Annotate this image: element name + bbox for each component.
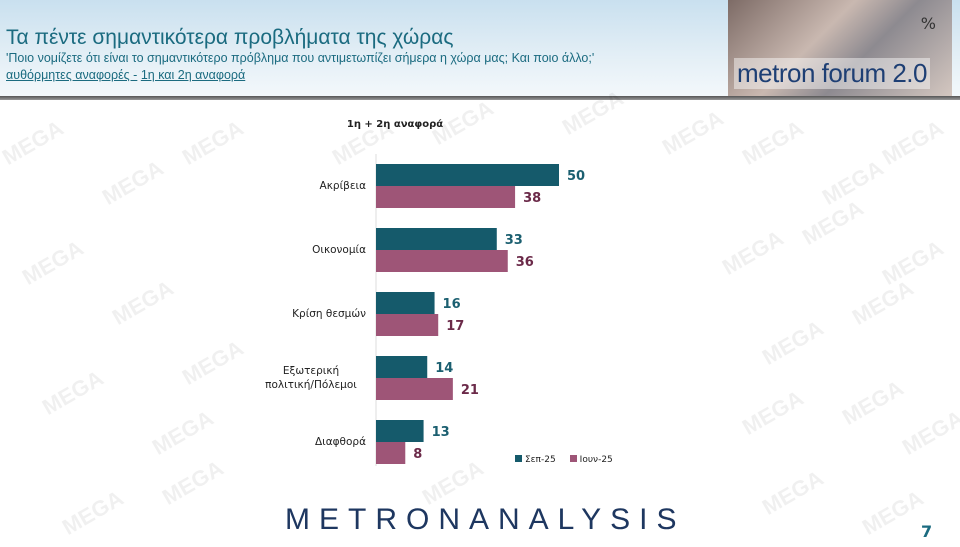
legend-label: Ιουν-25 xyxy=(579,455,613,465)
metron-forum-logo: % metron forum 2.0 xyxy=(728,0,952,96)
data-label: 21 xyxy=(461,383,479,398)
legend-item-sep25: Σεπ-25 xyxy=(515,455,556,465)
legend-swatch xyxy=(515,455,522,462)
question-text: 'Ποιο νομίζετε ότι είναι το σημαντικότερ… xyxy=(6,51,595,65)
logo-text: metron forum 2.0 xyxy=(734,58,930,89)
data-label: 50 xyxy=(567,169,585,184)
legend-item-jun25: Ιουν-25 xyxy=(569,455,613,465)
bar xyxy=(376,250,508,272)
data-label: 8 xyxy=(413,447,422,462)
bar xyxy=(376,292,435,314)
note-mentions: 1η και 2η αναφορά xyxy=(140,68,246,82)
category-label: Διαφθορά xyxy=(314,436,366,448)
chart-legend: Σεπ-25 Ιουν-25 xyxy=(515,455,613,465)
data-label: 16 xyxy=(443,297,461,312)
bar xyxy=(376,314,439,336)
note-spontaneous: αυθόρμητες αναφορές - xyxy=(6,68,138,82)
category-label: Κρίση θεσμών xyxy=(292,308,366,320)
bar xyxy=(376,164,559,186)
page-number: 7 xyxy=(921,522,933,541)
bar xyxy=(376,228,497,250)
question-note: αυθόρμητες αναφορές - 1η και 2η αναφορά xyxy=(6,68,245,82)
bar xyxy=(376,442,406,464)
category-label: Εξωτερική πολιτική/Πόλεμοι xyxy=(265,365,357,391)
data-label: 13 xyxy=(432,425,450,440)
legend-swatch xyxy=(569,455,577,462)
header-divider xyxy=(0,96,960,100)
bar xyxy=(376,378,453,400)
logo-percent: % xyxy=(920,14,936,33)
page-title: Τα πέντε σημαντικότερα προβλήματα της χώ… xyxy=(6,26,454,49)
bar xyxy=(376,420,424,442)
chart-title: 1η + 2η αναφορά xyxy=(346,119,444,130)
data-label: 33 xyxy=(505,233,523,248)
data-label: 17 xyxy=(446,319,464,334)
data-label: 14 xyxy=(435,361,453,376)
data-label: 36 xyxy=(516,255,534,270)
category-label: Οικονομία xyxy=(312,244,366,256)
data-label: 38 xyxy=(523,191,541,206)
category-label: Ακρίβεια xyxy=(319,180,366,192)
metron-analysis-logo: METRONANALYSIS xyxy=(285,503,686,536)
bar xyxy=(376,356,428,378)
bar xyxy=(376,186,516,208)
legend-label: Σεπ-25 xyxy=(525,455,556,465)
